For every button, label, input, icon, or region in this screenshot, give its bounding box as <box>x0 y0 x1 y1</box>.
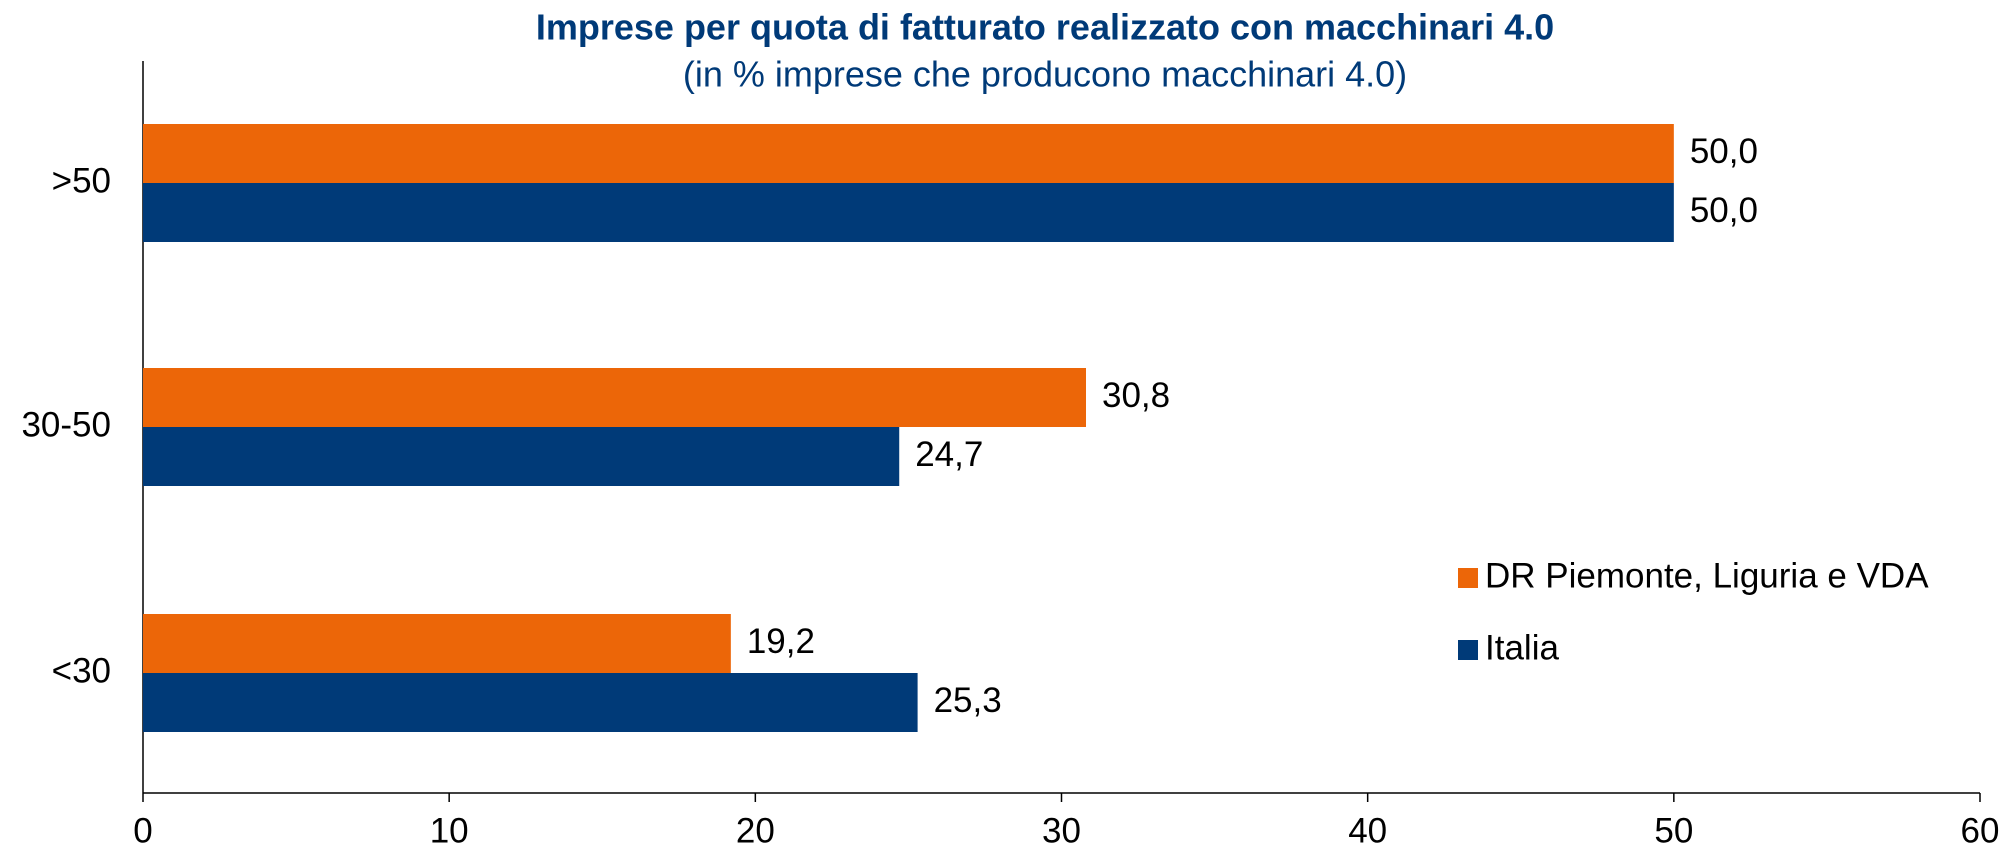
data-label: 50,0 <box>1690 132 1758 171</box>
legend-swatch <box>1458 568 1478 588</box>
bar <box>143 183 1674 242</box>
legend-swatch <box>1458 640 1478 660</box>
data-label: 25,3 <box>934 681 1002 720</box>
data-label: 30,8 <box>1102 376 1170 415</box>
x-tick-label: 20 <box>736 811 775 850</box>
chart-subtitle: (in % imprese che producono macchinari 4… <box>683 54 1407 95</box>
data-label: 19,2 <box>747 622 815 661</box>
x-tick-label: 40 <box>1348 811 1387 850</box>
y-tick-label: <30 <box>52 651 111 690</box>
bar <box>143 124 1674 183</box>
x-tick-label: 30 <box>1042 811 1081 850</box>
x-tick-label: 50 <box>1654 811 1693 850</box>
legend-label: Italia <box>1485 628 1559 667</box>
x-tick-label: 0 <box>133 811 152 850</box>
bar <box>143 427 900 486</box>
data-label: 50,0 <box>1690 191 1758 230</box>
data-label: 24,7 <box>915 435 983 474</box>
y-tick-label: >50 <box>52 161 111 200</box>
x-tick-label: 60 <box>1961 811 2000 850</box>
y-tick-label: 30-50 <box>21 405 111 444</box>
bar <box>143 673 918 732</box>
x-tick-label: 10 <box>430 811 469 850</box>
chart-title: Imprese per quota di fatturato realizzat… <box>536 7 1554 48</box>
legend-label: DR Piemonte, Liguria e VDA <box>1485 556 1929 595</box>
bar <box>143 368 1086 427</box>
bar <box>143 614 731 673</box>
